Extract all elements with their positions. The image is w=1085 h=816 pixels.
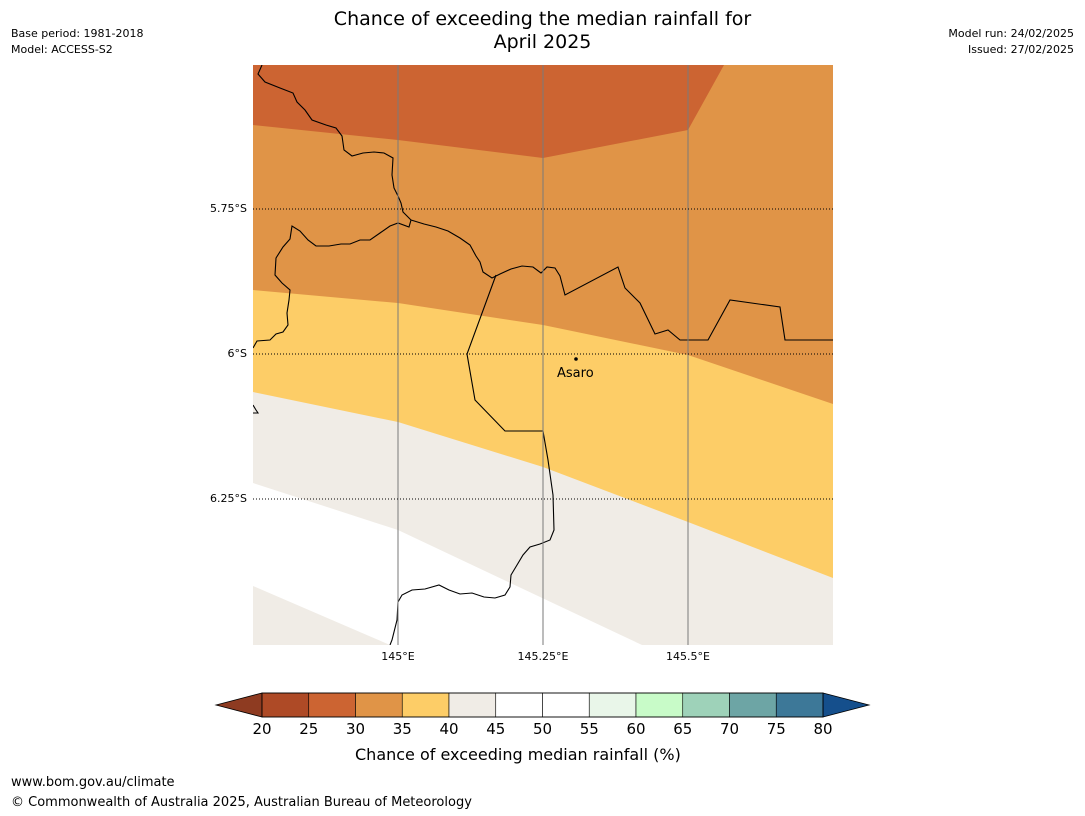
footer-url[interactable]: www.bom.gov.au/climate	[11, 775, 175, 790]
colorbar-outline	[261, 692, 824, 718]
colorbar-bin	[495, 692, 543, 718]
colorbar-tick-label: 25	[299, 720, 319, 738]
lon-label: 145.25°E	[517, 650, 569, 663]
metadata-left: Base period: 1981-2018 Model: ACCESS-S2	[11, 26, 143, 58]
colorbar-tick-label: 70	[719, 720, 740, 738]
footer-copyright: © Commonwealth of Australia 2025, Austra…	[11, 795, 472, 810]
model-run-text: Model run: 24/02/2025	[948, 27, 1074, 40]
colorbar-label: Chance of exceeding median rainfall (%)	[355, 745, 681, 764]
colorbar-tick-label: 35	[392, 720, 412, 738]
colorbar-tick-label: 60	[626, 720, 646, 738]
boundary-line	[410, 219, 833, 341]
colorbar-bin	[261, 692, 310, 718]
boundary-line	[253, 404, 260, 414]
colorbar-bin	[448, 692, 497, 718]
colorbar-bin	[635, 692, 684, 718]
colorbar-bin	[775, 692, 824, 718]
colorbar-tick-label: 75	[766, 720, 786, 738]
colorbar-bin	[401, 692, 450, 718]
colorbar-bin	[588, 692, 637, 718]
colorbar-bin	[355, 692, 403, 718]
map-area	[253, 65, 833, 645]
title-line-1: Chance of exceeding the median rainfall …	[333, 8, 752, 30]
boundary-line	[253, 65, 412, 349]
colorbar-bin	[682, 692, 730, 718]
place-label: Asaro	[557, 366, 594, 381]
colorbar-bin	[729, 692, 777, 718]
lat-label: 6°S	[227, 347, 247, 360]
boundary-line	[389, 274, 555, 645]
model-text: Model: ACCESS-S2	[11, 43, 113, 56]
colorbar-under-arrow	[214, 692, 263, 718]
colorbar-tick-label: 65	[673, 720, 693, 738]
place-marker	[574, 357, 578, 361]
colorbar-tick-label: 40	[439, 720, 459, 738]
base-period-text: Base period: 1981-2018	[11, 27, 144, 40]
lon-label: 145.5°E	[666, 650, 710, 663]
band-25-30	[253, 65, 724, 158]
band-40-45-lower	[253, 586, 390, 645]
colorbar-tick-label: 45	[486, 720, 506, 738]
colorbar-tick-label: 20	[252, 720, 272, 738]
metadata-right: Model run: 24/02/2025 Issued: 27/02/2025	[948, 26, 1074, 58]
lat-label: 6.25°S	[210, 492, 247, 505]
colorbar-bin	[542, 692, 590, 718]
colorbar-tick-label: 50	[532, 720, 553, 738]
map-title: Chance of exceeding the median rainfall …	[0, 8, 1085, 54]
lat-label: 5.75°S	[210, 202, 247, 215]
issued-text: Issued: 27/02/2025	[967, 43, 1074, 56]
colorbar-bin	[308, 692, 356, 718]
title-line-2: April 2025	[493, 31, 592, 53]
colorbar-tick-label: 80	[813, 720, 833, 738]
colorbar-over-arrow	[822, 692, 871, 718]
colorbar-tick-label: 30	[345, 720, 366, 738]
colorbar-tick-label: 55	[579, 720, 599, 738]
lon-label: 145°E	[381, 650, 415, 663]
